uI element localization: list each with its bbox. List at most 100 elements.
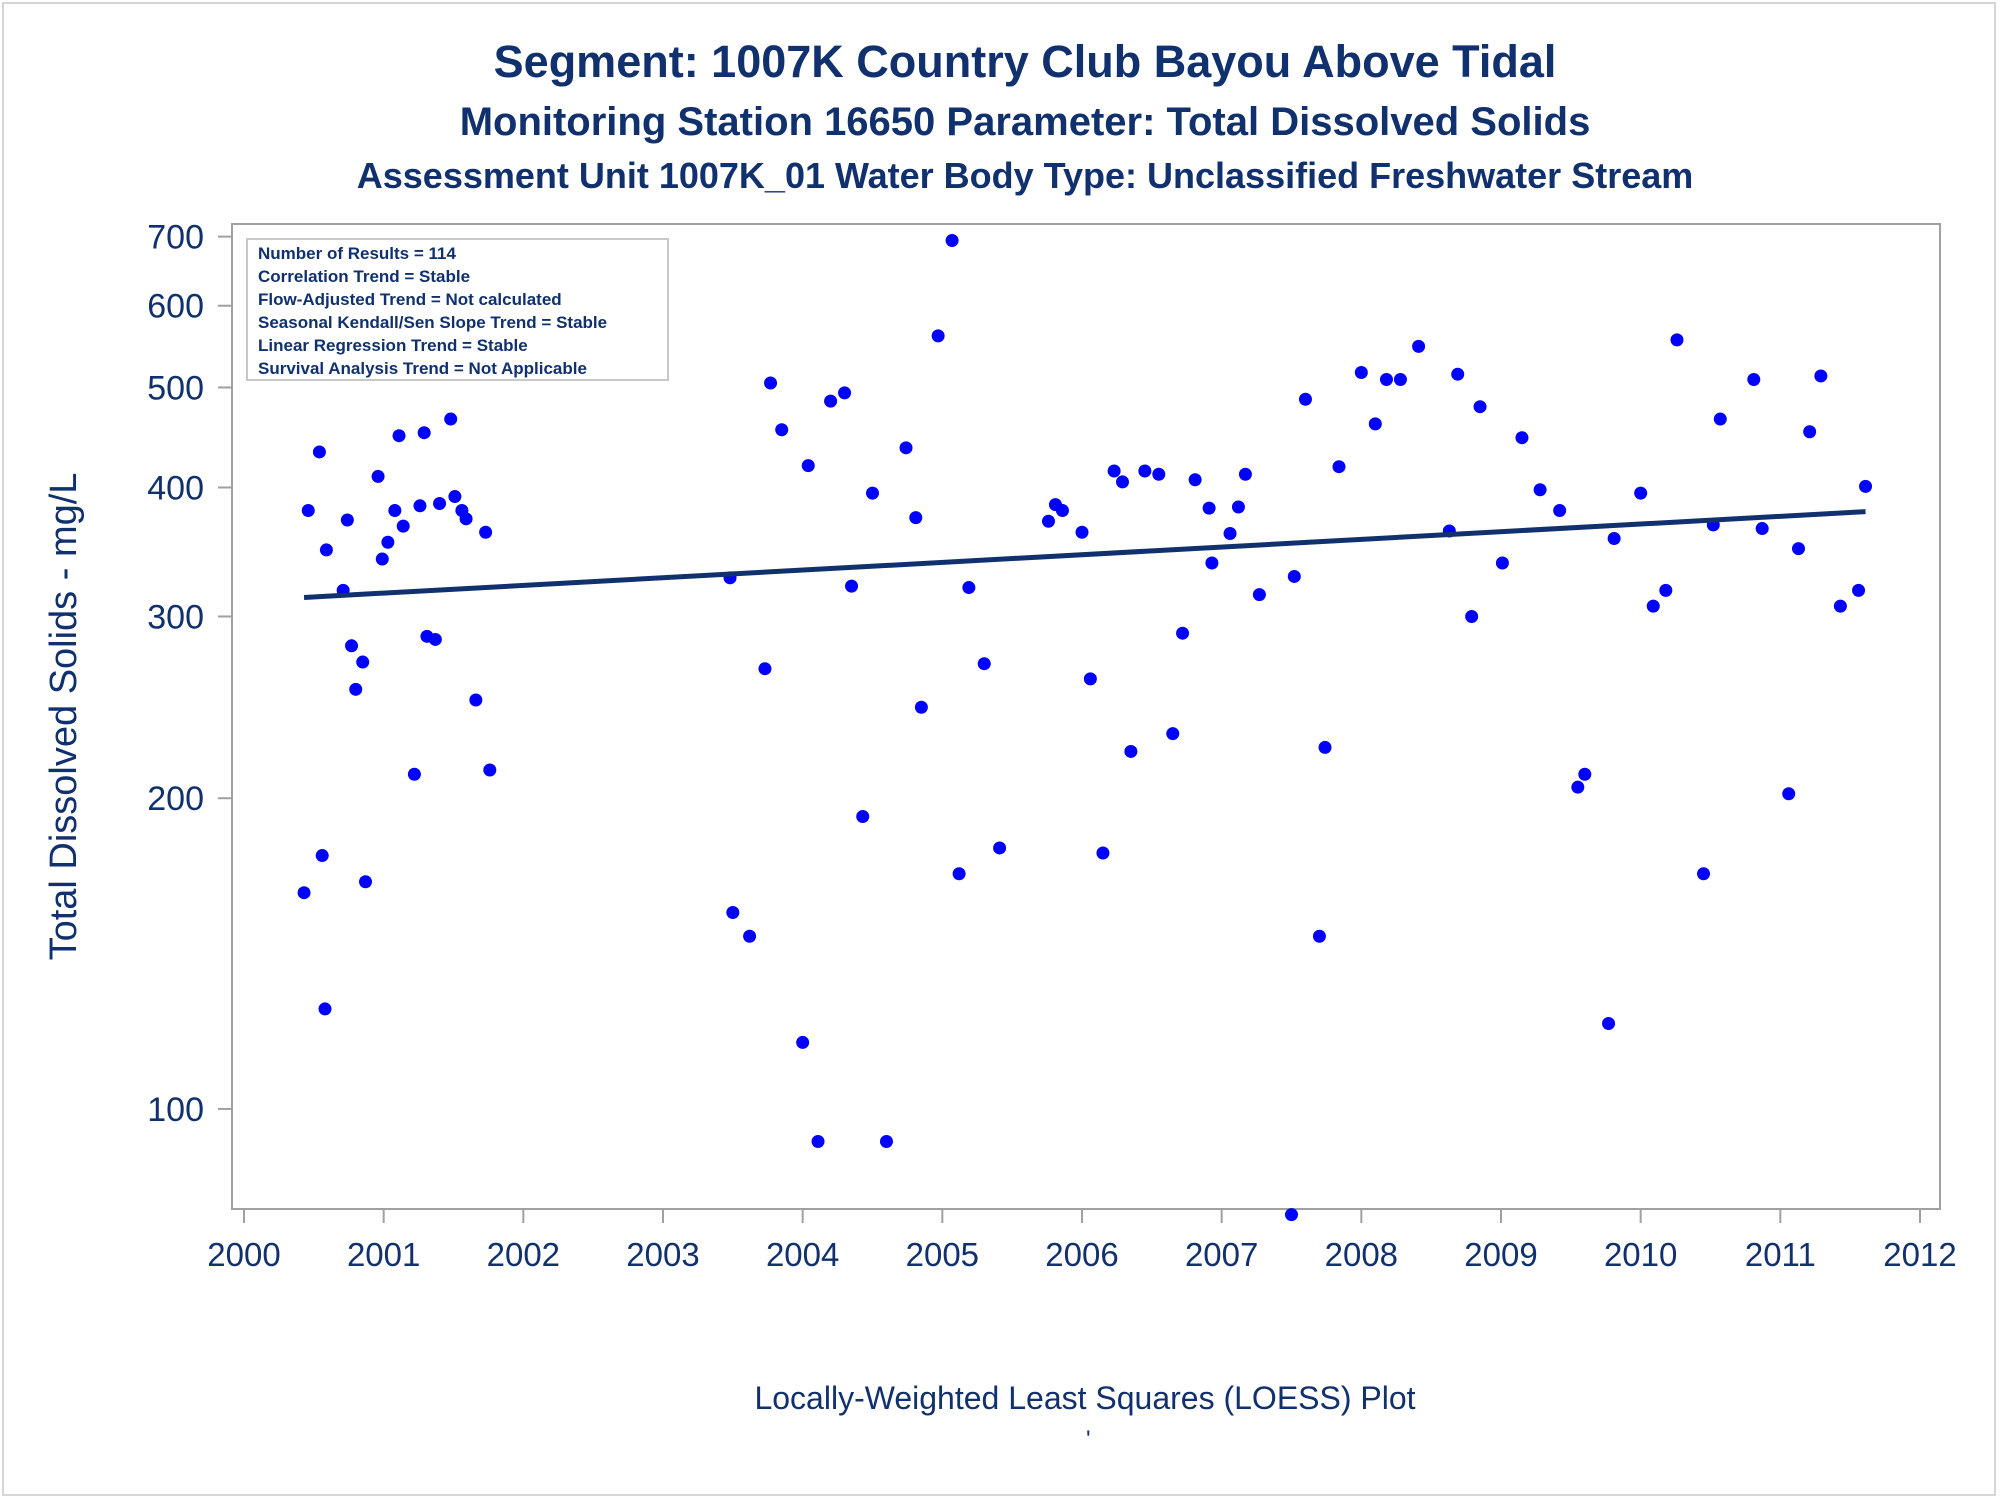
y-axis-label: Total Dissolved Solids - mg/L <box>43 473 85 961</box>
data-point <box>315 849 329 863</box>
data-point <box>312 445 326 459</box>
data-point <box>371 469 385 483</box>
data-point <box>811 1134 825 1148</box>
x-axis: 2000 2001 2002 2003 2004 2005 2006 2007 2008 2009… <box>207 1209 1957 1273</box>
data-point <box>1571 780 1585 794</box>
data-point <box>444 412 458 426</box>
data-point <box>1578 767 1592 781</box>
x-tick-label: 2008 <box>1325 1236 1398 1273</box>
statistics-line: Flow-Adjusted Trend = Not calculated <box>258 290 562 309</box>
x-tick-label: 2012 <box>1883 1236 1956 1273</box>
statistics-box: Number of Results = 114 Correlation Trend… <box>246 238 669 381</box>
y-tick-label: 500 <box>147 369 204 407</box>
data-point <box>1473 400 1487 414</box>
data-point <box>909 511 923 525</box>
data-point <box>914 700 928 714</box>
x-tick-label: 2000 <box>207 1236 280 1273</box>
chart-title: Segment: 1007K Country Club Bayou Above … <box>493 36 1557 87</box>
data-point <box>879 1134 893 1148</box>
statistics-line: Seasonal Kendall/Sen Slope Trend = Stabl… <box>258 313 607 332</box>
data-point <box>1166 727 1180 741</box>
data-point <box>1312 929 1326 943</box>
data-point <box>1393 372 1407 386</box>
data-point <box>845 579 859 593</box>
statistics-line: Correlation Trend = Stable <box>258 267 470 286</box>
y-tick-label: 700 <box>147 219 204 257</box>
data-point <box>1607 531 1621 545</box>
data-point <box>1755 522 1769 536</box>
statistics-line: Number of Results = 114 <box>258 244 456 263</box>
data-point <box>775 423 789 437</box>
data-point <box>1152 467 1166 481</box>
data-point <box>1515 431 1529 445</box>
x-tick-label: 2002 <box>487 1236 560 1273</box>
data-point <box>1533 483 1547 497</box>
data-point <box>1332 460 1346 474</box>
y-tick-label: 400 <box>147 470 204 508</box>
data-point <box>1646 599 1660 613</box>
data-point <box>356 655 370 669</box>
data-point <box>1188 473 1202 487</box>
data-point <box>1368 417 1382 431</box>
x-tick-label: 2001 <box>347 1236 420 1273</box>
x-tick-label: 2009 <box>1464 1236 1537 1273</box>
data-point <box>945 233 959 247</box>
data-point <box>977 657 991 671</box>
data-point <box>1083 672 1097 686</box>
data-point <box>743 929 757 943</box>
x-tick-label: 2005 <box>906 1236 979 1273</box>
data-point <box>993 841 1007 855</box>
data-point <box>1096 846 1110 860</box>
data-point <box>428 632 442 646</box>
data-point <box>838 386 852 400</box>
data-point <box>1451 367 1465 381</box>
data-point <box>417 426 431 440</box>
data-point <box>1697 867 1711 881</box>
data-point <box>962 581 976 595</box>
data-point <box>1318 740 1332 754</box>
data-point <box>824 394 838 408</box>
data-point <box>1041 514 1055 528</box>
data-point <box>1287 569 1301 583</box>
data-point <box>1075 525 1089 539</box>
data-point <box>375 552 389 566</box>
statistics-line: Survival Analysis Trend = Not Applicable <box>258 359 587 378</box>
data-point <box>726 905 740 919</box>
data-point <box>1238 467 1252 481</box>
data-point <box>340 513 354 527</box>
data-point <box>1231 500 1245 514</box>
data-point <box>866 486 879 500</box>
data-point <box>1354 365 1368 379</box>
data-point <box>1814 369 1828 383</box>
data-point <box>796 1035 810 1049</box>
data-point <box>1116 475 1130 489</box>
data-point <box>1055 503 1069 517</box>
data-point <box>1495 556 1509 570</box>
data-point <box>388 503 402 517</box>
y-tick-label: 300 <box>147 598 204 636</box>
data-points <box>297 233 1873 1222</box>
data-point <box>345 639 359 653</box>
data-point <box>1791 542 1805 556</box>
data-point <box>1138 464 1152 478</box>
data-point <box>413 499 427 513</box>
data-point <box>1202 501 1216 515</box>
data-point <box>483 763 497 777</box>
data-point <box>1747 372 1761 386</box>
data-point <box>1465 609 1479 623</box>
x-tick-label: 2010 <box>1604 1236 1677 1273</box>
data-point <box>1285 1208 1298 1222</box>
x-tick-label: 2007 <box>1185 1236 1258 1273</box>
data-point <box>1782 787 1796 801</box>
statistics-box-border <box>246 238 669 381</box>
data-point <box>319 543 333 557</box>
data-point <box>407 767 421 781</box>
data-point <box>381 535 395 549</box>
data-point <box>1176 626 1190 640</box>
chart-subtitle-assessment: Assessment Unit 1007K_01 Water Body Type… <box>356 155 1694 196</box>
data-point <box>931 329 945 343</box>
data-point <box>1107 464 1121 478</box>
data-point <box>1833 599 1847 613</box>
y-axis: 100 200 300 400 500 600 700 <box>147 219 232 1129</box>
data-point <box>433 496 447 510</box>
